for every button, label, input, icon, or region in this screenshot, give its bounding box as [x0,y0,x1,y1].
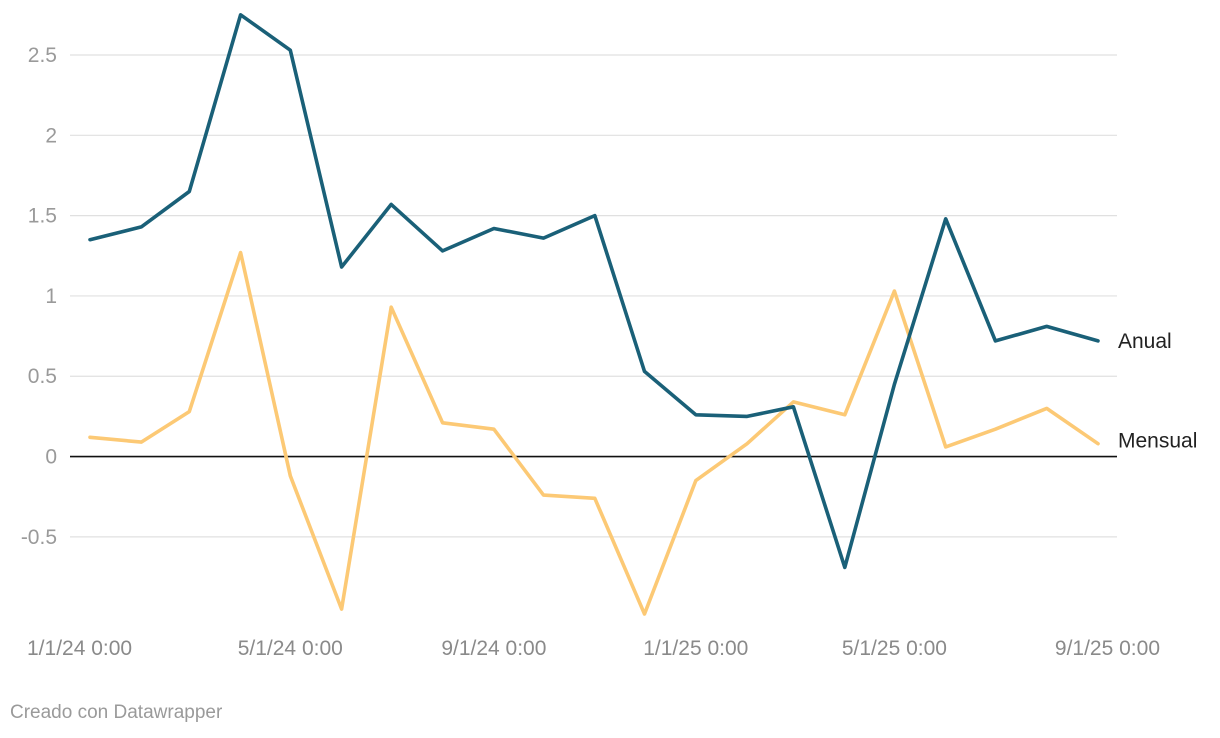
x-tick-label: 9/1/25 0:00 [1055,637,1160,660]
x-tick-label: 1/1/24 0:00 [27,637,132,660]
y-axis-tick-labels: 2.5 2 1.5 1 0.5 0 -0.5 [21,44,57,549]
series-line-mensual [88,250,1100,616]
line-chart: 2.5 2 1.5 1 0.5 0 -0.5 1/1/24 0:00 5/1/24 0:00 9… [21,13,1197,660]
y-tick-label: 0 [45,446,57,469]
x-tick-label: 9/1/24 0:00 [441,637,546,660]
series-line-anual [88,13,1100,570]
series-label-mensual: Mensual [1118,430,1197,453]
x-tick-label: 5/1/24 0:00 [238,637,343,660]
x-axis-tick-labels: 1/1/24 0:00 5/1/24 0:00 9/1/24 0:00 1/1/25 … [27,637,1160,660]
y-tick-label: 1 [45,285,57,308]
y-tick-label: 0.5 [28,365,57,388]
series-lines [88,13,1100,616]
series-labels: Anual Mensual [1118,330,1197,453]
y-tick-label: 1.5 [28,205,57,228]
y-tick-label: 2 [45,124,57,147]
x-tick-label: 1/1/25 0:00 [643,637,748,660]
series-label-anual: Anual [1118,330,1172,353]
y-tick-label: -0.5 [21,526,57,549]
x-tick-label: 5/1/25 0:00 [842,637,947,660]
y-tick-label: 2.5 [28,44,57,67]
credit-text: Creado con Datawrapper [10,702,223,723]
